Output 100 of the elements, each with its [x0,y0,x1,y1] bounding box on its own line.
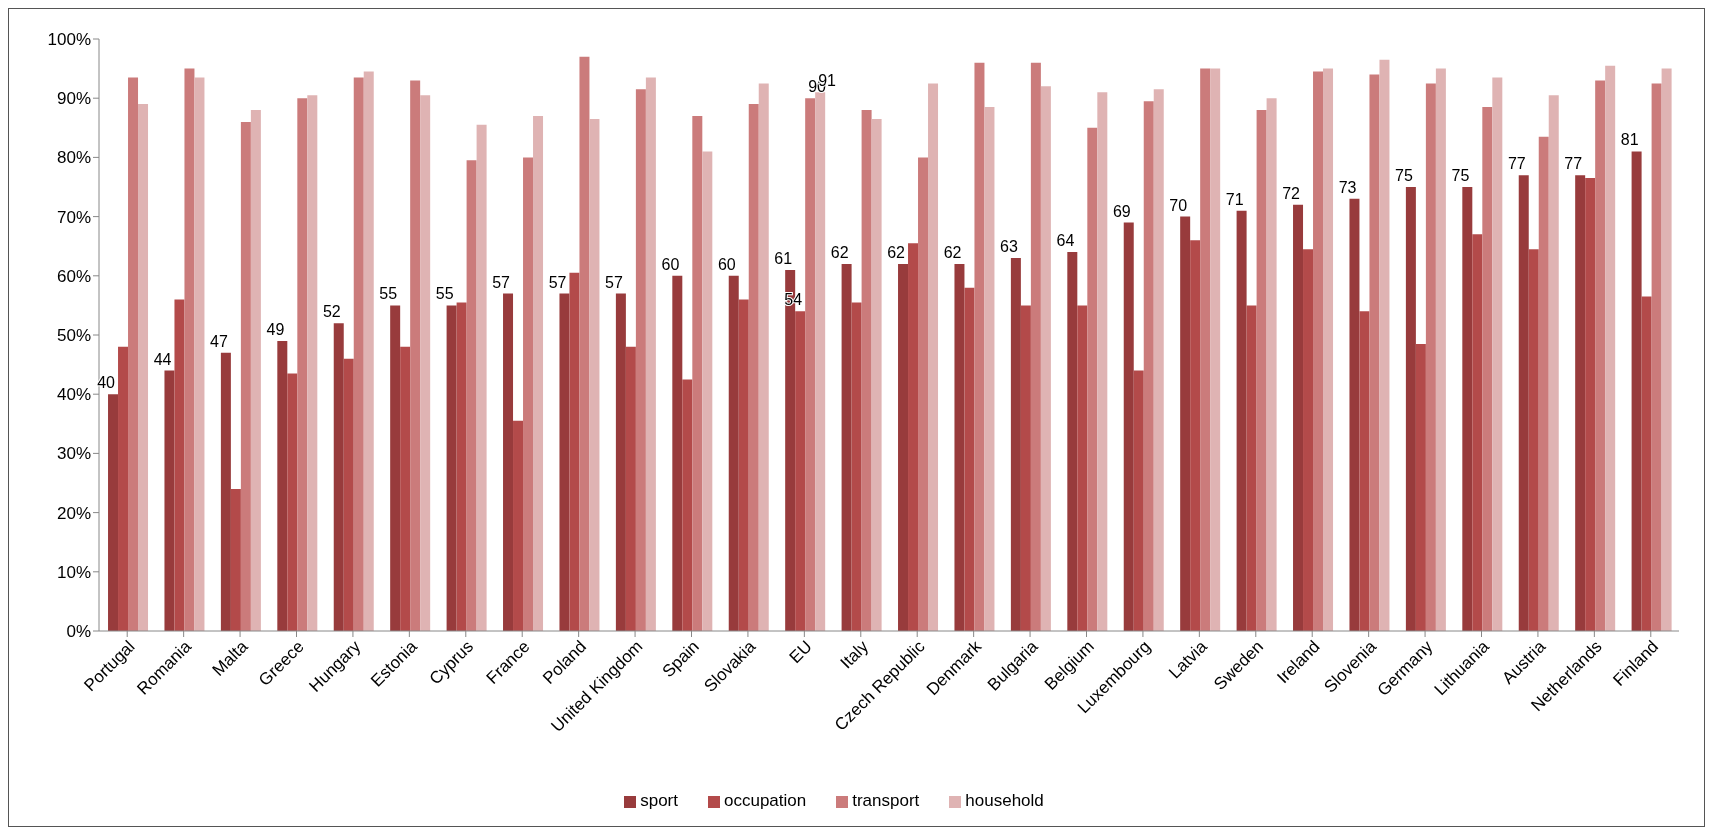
bar [1200,68,1211,631]
bar [240,121,251,631]
bar [1236,210,1247,631]
bar [1303,249,1314,631]
bar [220,352,231,631]
bar [138,104,149,631]
bar [466,160,477,631]
bar [1605,65,1616,631]
bar [410,80,421,631]
bar [174,299,185,631]
bar [898,263,909,631]
bar [1548,95,1559,631]
bar [1077,305,1088,631]
bar [1143,101,1154,631]
data-label: 40 [97,374,116,392]
bar [1651,83,1662,631]
data-label: 57 [492,273,511,291]
bar [954,263,965,631]
bar [615,293,626,631]
bar [1435,68,1446,631]
bar [1087,127,1098,631]
bar [128,77,139,631]
y-tick-label: 20% [56,503,91,523]
bar [928,83,939,631]
bar [1405,187,1416,631]
bar [672,275,683,631]
bar [1575,175,1586,631]
bar [559,293,570,631]
data-label: 57 [605,273,623,291]
bar [287,373,298,631]
bar [513,420,524,631]
legend-label: household [965,791,1044,810]
data-label: 61 [774,249,793,267]
bar [625,346,636,631]
bar [1359,311,1370,631]
bar [523,157,534,631]
bar [1631,151,1642,631]
bar [851,302,862,631]
data-label: 57 [548,273,567,291]
bar [400,346,411,631]
bar [1415,343,1426,631]
bar [390,305,401,631]
data-label: 70 [1169,196,1188,214]
bar [307,95,318,631]
bar [692,115,703,631]
bar [456,302,467,631]
data-label: 81 [1620,131,1639,149]
bar [1528,249,1539,631]
data-label: 64 [1056,232,1075,250]
data-label: 60 [661,255,680,273]
bar [1266,98,1277,631]
x-tick-label: Italy [836,636,873,673]
legend-label: occupation [724,791,807,810]
data-label: 77 [1507,155,1526,173]
y-tick-label: 10% [56,562,91,582]
bar [1425,83,1436,631]
bar [984,107,995,631]
bar [579,56,590,631]
bar [1123,222,1134,631]
bar [1097,92,1108,631]
bar [1020,305,1031,631]
bar [1585,178,1596,631]
bar [533,115,544,631]
bar [1369,74,1380,631]
bar [1067,252,1078,631]
bar [682,379,693,631]
bar [1210,68,1221,631]
bar [353,77,364,631]
bar [569,272,580,631]
bar [333,323,344,631]
data-label: 72 [1282,184,1301,202]
y-tick-label: 70% [56,207,91,227]
bar [589,118,600,631]
bar [446,305,457,631]
bar [871,118,882,631]
bar [645,77,656,631]
data-label: 49 [266,320,285,338]
bar [702,151,713,631]
y-tick-label: 40% [56,385,91,405]
bar [1349,198,1360,631]
bar [1462,187,1473,631]
bar [738,299,749,631]
bar [503,293,514,631]
bar [1641,296,1652,631]
y-tick-label: 100% [47,30,91,50]
bar [297,98,308,631]
bar [1595,80,1606,631]
bar [908,243,919,631]
bar [1293,204,1304,631]
bar [748,104,759,631]
x-tick-label: EU [785,636,816,668]
y-tick-label: 30% [56,444,91,464]
data-label: 71 [1225,190,1244,208]
data-label: 55 [435,285,454,303]
bar [230,488,241,631]
bar [861,110,872,631]
bar [1246,305,1257,631]
bar [815,92,826,631]
bar [476,124,487,631]
bar [1492,77,1503,631]
